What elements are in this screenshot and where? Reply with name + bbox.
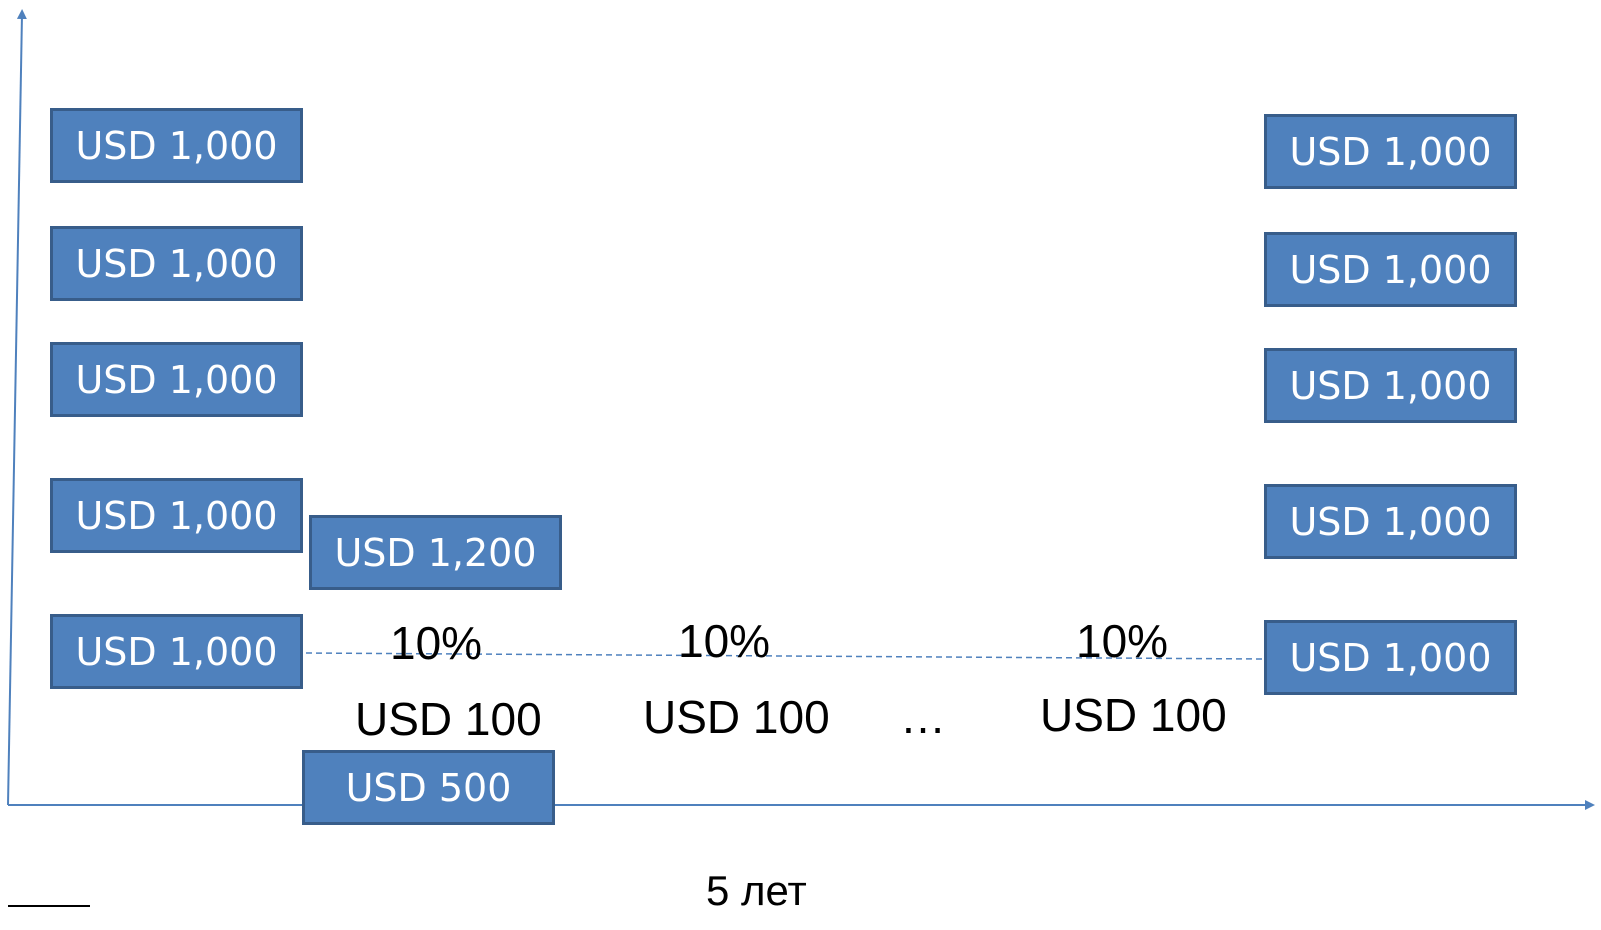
left-box-5: USD 1,000 xyxy=(50,614,303,689)
left-box-4: USD 1,000 xyxy=(50,478,303,553)
left-box-1: USD 1,000 xyxy=(50,108,303,183)
coupon-label-3: USD 100 xyxy=(1040,689,1227,741)
coupon-label-1: USD 100 xyxy=(355,693,542,745)
right-box-2: USD 1,000 xyxy=(1264,232,1517,307)
left-box-3: USD 1,000 xyxy=(50,342,303,417)
right-box-3: USD 1,000 xyxy=(1264,348,1517,423)
upfront-box: USD 1,200 xyxy=(309,515,562,590)
ellipsis-label: … xyxy=(900,691,946,743)
rate-label-2: 10% xyxy=(678,615,771,667)
bottom-box: USD 500 xyxy=(302,750,555,825)
right-box-4: USD 1,000 xyxy=(1264,484,1517,559)
y-axis xyxy=(7,9,27,806)
right-box-1: USD 1,000 xyxy=(1264,114,1517,189)
footnote-separator xyxy=(8,905,90,907)
right-box-5: USD 1,000 xyxy=(1264,620,1517,695)
coupon-label-2: USD 100 xyxy=(643,691,830,743)
time-label: 5 лет xyxy=(706,867,807,914)
left-box-2: USD 1,000 xyxy=(50,226,303,301)
rate-label-1: 10% xyxy=(390,617,483,669)
rate-label-3: 10% xyxy=(1076,615,1169,667)
